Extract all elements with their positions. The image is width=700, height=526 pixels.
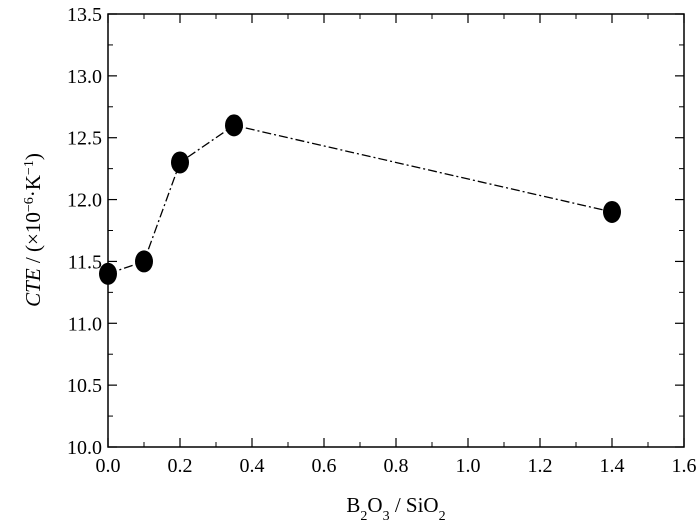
major-ticks bbox=[107, 13, 685, 448]
x-tick-label: 0.8 bbox=[384, 455, 409, 477]
minor-ticks bbox=[108, 14, 684, 447]
y-tick-label: 13.0 bbox=[67, 66, 102, 88]
axis-title-part: B bbox=[346, 493, 360, 517]
axis-title-part: 3 bbox=[383, 509, 390, 524]
x-tick-label: 1.4 bbox=[600, 455, 625, 477]
plot-area bbox=[107, 13, 685, 448]
x-tick-label: 1.2 bbox=[528, 455, 553, 477]
x-tick-labels: 0.0 0.2 0.4 0.6 0.8 1.0 1.2 1.4 1.6 bbox=[96, 455, 697, 477]
axis-title-part: −1 bbox=[22, 160, 37, 175]
y-tick-label: 10.5 bbox=[67, 375, 102, 397]
data-point bbox=[99, 262, 117, 285]
axis-title-part: / (×10 bbox=[21, 212, 45, 268]
y-tick-label: 11.0 bbox=[68, 313, 102, 335]
x-tick-label: 1.0 bbox=[456, 455, 481, 477]
x-tick-label: 0.2 bbox=[168, 455, 193, 477]
x-tick-label: 0.6 bbox=[312, 455, 337, 477]
y-tick-label: 12.5 bbox=[67, 128, 102, 150]
x-axis-title: B2O3 / SiO2 bbox=[346, 493, 445, 524]
data-point bbox=[135, 250, 153, 273]
y-tick-label: 13.5 bbox=[67, 4, 102, 26]
axis-title-part: ) bbox=[21, 153, 45, 160]
y-axis-title: CTE / (×10−6·K−1) bbox=[21, 153, 45, 307]
y-tick-label: 12.0 bbox=[67, 190, 102, 212]
axis-title-part: ·K bbox=[21, 175, 45, 197]
y-tick-labels: 10.0 10.5 11.0 11.5 12.0 12.5 13.0 13.5 bbox=[67, 4, 102, 459]
axis-title-part: CTE bbox=[21, 268, 45, 307]
x-tick-label: 0.4 bbox=[240, 455, 265, 477]
x-tick-label: 0.0 bbox=[96, 455, 121, 477]
data-point bbox=[225, 114, 243, 137]
y-tick-label: 10.0 bbox=[67, 437, 102, 459]
series-lines bbox=[107, 124, 613, 275]
axis-title-part: O bbox=[367, 493, 382, 517]
axis-title-part: / SiO bbox=[390, 493, 439, 517]
data-point bbox=[171, 151, 189, 174]
series-line bbox=[107, 124, 613, 275]
axis-title-part: 2 bbox=[439, 509, 446, 524]
y-tick-label: 11.5 bbox=[68, 251, 102, 273]
data-point bbox=[603, 200, 621, 223]
axis-title-part: 2 bbox=[360, 509, 367, 524]
series-points bbox=[99, 114, 621, 285]
x-tick-label: 1.6 bbox=[672, 455, 697, 477]
axis-title-part: −6 bbox=[22, 197, 37, 212]
